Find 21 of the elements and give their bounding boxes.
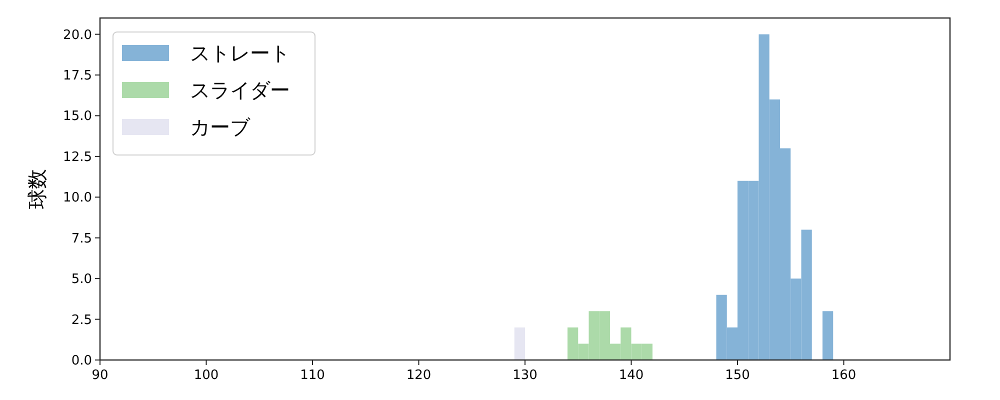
y-tick-label: 2.5 <box>71 312 92 328</box>
legend-label: ストレート <box>190 41 290 65</box>
y-tick-label: 12.5 <box>63 150 92 165</box>
x-tick-label: 160 <box>831 368 856 383</box>
x-tick-label: 120 <box>406 368 432 383</box>
y-tick-label: 15.0 <box>63 109 92 124</box>
x-tick-label: 130 <box>512 368 538 383</box>
x-tick-label: 100 <box>194 368 219 383</box>
legend-label: スライダー <box>190 78 290 102</box>
legend-label: カーブ <box>190 115 251 139</box>
x-tick-label: 140 <box>618 368 644 383</box>
y-tick-label: 0.0 <box>71 354 92 368</box>
y-tick-label: 20.0 <box>63 28 92 43</box>
y-tick-label: 5.0 <box>71 272 92 288</box>
x-tick-label: 110 <box>300 368 325 383</box>
x-tick-label: 150 <box>725 368 750 383</box>
y-tick-label: 17.5 <box>63 68 92 84</box>
y-tick-label: 10.0 <box>63 190 92 206</box>
y-axis-title: 球数 <box>25 169 49 209</box>
y-tick-label: 7.5 <box>71 231 92 246</box>
x-tick-label: 90 <box>92 368 108 383</box>
